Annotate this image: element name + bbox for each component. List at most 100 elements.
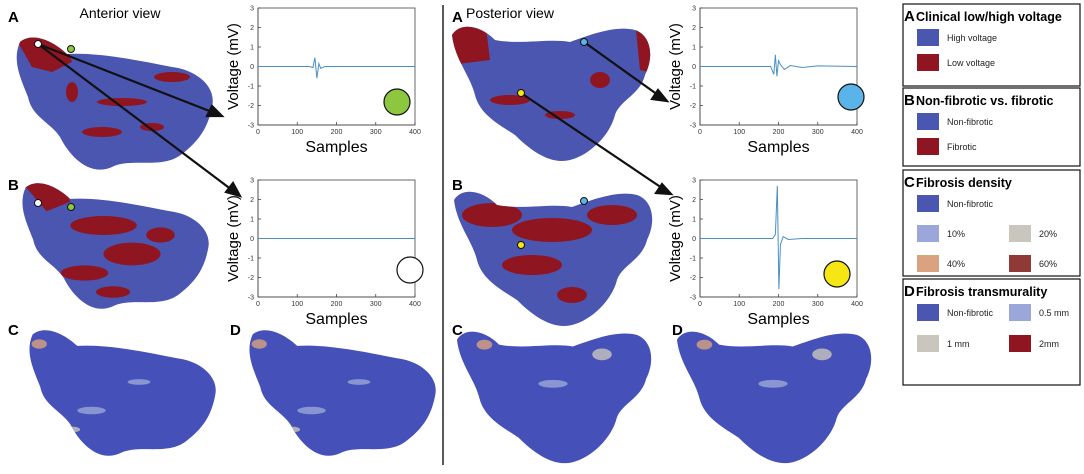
panel-label: A bbox=[452, 9, 463, 26]
x-tick-label: 200 bbox=[331, 301, 343, 308]
x-tick-label: 0 bbox=[698, 301, 702, 308]
x-axis-label: Samples bbox=[747, 139, 809, 156]
atrium-map bbox=[22, 183, 209, 309]
y-tick-label: 3 bbox=[692, 178, 696, 185]
y-axis-label: Voltage (mV) bbox=[667, 195, 684, 282]
signal-marker bbox=[396, 256, 424, 284]
x-tick-label: 300 bbox=[812, 301, 824, 308]
signal-marker bbox=[823, 260, 851, 288]
y-tick-label: -3 bbox=[248, 123, 254, 130]
x-tick-label: 400 bbox=[409, 129, 421, 136]
legend-label: 40% bbox=[947, 259, 965, 269]
panel-label: D bbox=[230, 322, 241, 339]
legend: D Fibrosis transmurality Non-fibrotic 0.5 m… bbox=[902, 278, 1081, 386]
y-axis-label: Voltage (mV) bbox=[667, 23, 684, 110]
x-tick-label: 200 bbox=[331, 129, 343, 136]
y-tick-label: 2 bbox=[250, 197, 254, 204]
atrium-map bbox=[452, 26, 651, 161]
y-tick-label: -1 bbox=[248, 84, 254, 91]
legend-title: Fibrosis density bbox=[916, 176, 1012, 190]
atrium-map bbox=[454, 191, 653, 326]
signal-line bbox=[700, 185, 857, 290]
y-tick-label: 0 bbox=[692, 236, 696, 243]
y-tick-label: 2 bbox=[692, 197, 696, 204]
legend-title: Fibrosis transmurality bbox=[916, 285, 1047, 299]
legend-swatch bbox=[1009, 225, 1031, 242]
y-tick-label: -1 bbox=[690, 84, 696, 91]
view-title: Anterior view bbox=[80, 5, 162, 21]
x-tick-label: 200 bbox=[773, 129, 785, 136]
legend-swatch bbox=[917, 113, 939, 130]
arrows bbox=[37, 41, 674, 198]
legend-label: High voltage bbox=[947, 33, 997, 43]
y-tick-label: -2 bbox=[248, 103, 254, 110]
y-tick-label: 1 bbox=[250, 45, 254, 52]
legend-label: 2mm bbox=[1039, 339, 1059, 349]
y-tick-label: 2 bbox=[692, 25, 696, 32]
legend-label: Fibrotic bbox=[947, 142, 977, 152]
legend: B Non-fibrotic vs. fibrotic Non-fibrotic Fi… bbox=[902, 87, 1081, 167]
legend-swatch bbox=[1009, 255, 1031, 272]
y-tick-label: -3 bbox=[690, 123, 696, 130]
x-axis-label: Samples bbox=[305, 139, 367, 156]
legend-swatch bbox=[917, 138, 939, 155]
legend-label: Non-fibrotic bbox=[947, 117, 994, 127]
y-tick-label: -3 bbox=[248, 295, 254, 302]
legend-box bbox=[902, 278, 1081, 386]
legend-title: Clinical low/high voltage bbox=[916, 10, 1062, 24]
x-tick-label: 0 bbox=[698, 129, 702, 136]
signal-line bbox=[258, 57, 415, 79]
x-axis-label: Samples bbox=[305, 311, 367, 328]
x-tick-label: 0 bbox=[256, 301, 260, 308]
atrium-map bbox=[456, 331, 652, 464]
legend-label: 60% bbox=[1039, 259, 1057, 269]
panel-label: C bbox=[8, 322, 19, 339]
y-tick-label: 2 bbox=[250, 25, 254, 32]
legend-label: 10% bbox=[947, 229, 965, 239]
panel-label: D bbox=[672, 322, 683, 339]
panel-label: B bbox=[452, 177, 463, 194]
atrium-map bbox=[676, 331, 872, 464]
y-tick-label: 0 bbox=[250, 236, 254, 243]
y-tick-label: -2 bbox=[248, 275, 254, 282]
x-tick-label: 300 bbox=[370, 129, 382, 136]
x-tick-label: 400 bbox=[851, 301, 863, 308]
legend-swatch bbox=[917, 255, 939, 272]
panel-label: A bbox=[8, 9, 19, 26]
y-tick-label: 1 bbox=[692, 217, 696, 224]
x-tick-label: 100 bbox=[291, 301, 303, 308]
y-tick-label: -2 bbox=[690, 103, 696, 110]
y-tick-label: -3 bbox=[690, 295, 696, 302]
legend-label: 20% bbox=[1039, 229, 1057, 239]
x-tick-label: 0 bbox=[256, 129, 260, 136]
legend-swatch bbox=[917, 195, 939, 212]
legend-swatch bbox=[917, 304, 939, 321]
legend-swatch bbox=[917, 335, 939, 352]
y-axis-label: Voltage (mV) bbox=[225, 195, 242, 282]
legend-swatch bbox=[917, 54, 939, 71]
legend-title: Non-fibrotic vs. fibrotic bbox=[916, 94, 1054, 108]
x-tick-label: 100 bbox=[291, 129, 303, 136]
panel-label: B bbox=[8, 177, 19, 194]
legend-label: 1 mm bbox=[947, 339, 970, 349]
x-tick-label: 100 bbox=[733, 129, 745, 136]
legend-swatch bbox=[1009, 335, 1031, 352]
x-axis-label: Samples bbox=[747, 311, 809, 328]
legend-letter: D bbox=[904, 283, 915, 300]
atrium-map bbox=[29, 330, 216, 456]
y-axis-label: Voltage (mV) bbox=[225, 23, 242, 110]
view-title: Posterior view bbox=[466, 5, 555, 21]
legend-swatch bbox=[917, 29, 939, 46]
legend-letter: C bbox=[904, 174, 915, 191]
y-tick-label: 0 bbox=[250, 64, 254, 71]
legend-label: Low voltage bbox=[947, 58, 995, 68]
y-tick-label: 1 bbox=[692, 45, 696, 52]
atrium-map bbox=[249, 330, 436, 456]
signal-line bbox=[700, 54, 858, 77]
x-tick-label: 200 bbox=[773, 301, 785, 308]
legend-letter: B bbox=[904, 92, 915, 109]
x-tick-label: 400 bbox=[851, 129, 863, 136]
y-tick-label: 3 bbox=[692, 6, 696, 13]
